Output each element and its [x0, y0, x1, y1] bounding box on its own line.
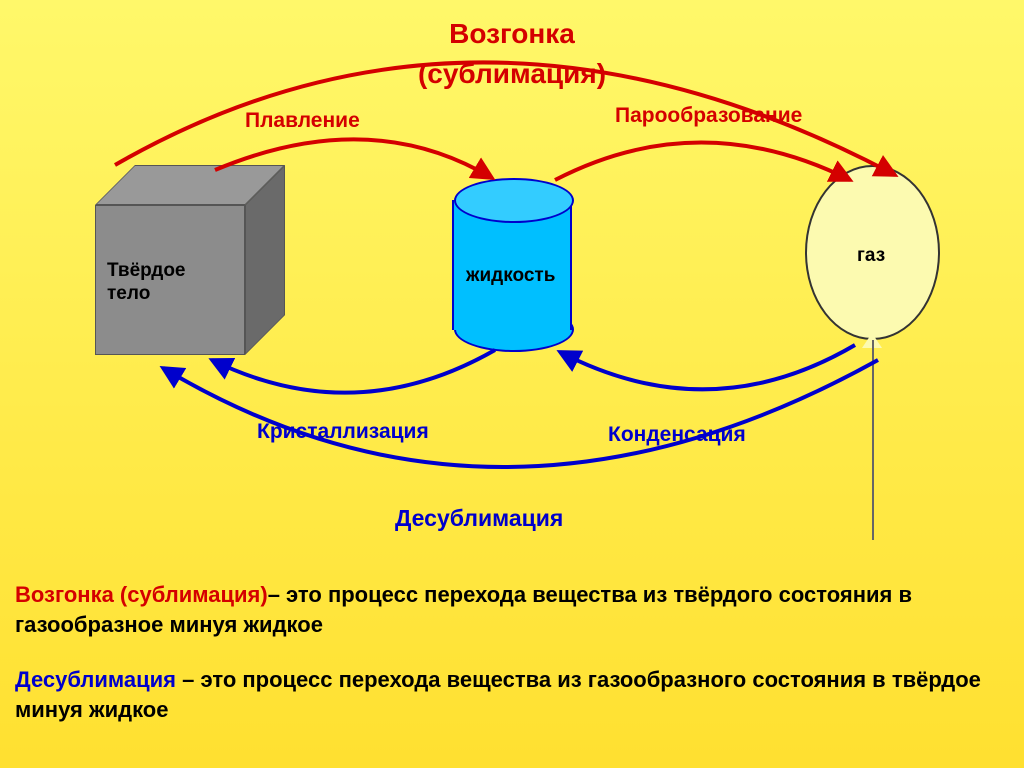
- definition-desublimation: Десублимация – это процесс перехода веще…: [15, 665, 1009, 724]
- label-desublimation: Десублимация: [395, 505, 563, 532]
- label-solid-1: Твёрдое: [107, 260, 186, 282]
- definition-sublimation: Возгонка (сублимация)– это процесс перех…: [15, 580, 1009, 639]
- label-solid-2: тело: [107, 283, 150, 305]
- arrow-desublimation: [163, 360, 878, 467]
- label-condensation: Конденсация: [608, 423, 746, 447]
- label-crystallization: Кристаллизация: [257, 420, 429, 444]
- cylinder-top: [454, 178, 574, 223]
- label-liquid: жидкость: [466, 265, 555, 287]
- label-gas: газ: [857, 245, 885, 267]
- label-vaporization: Парообразование: [615, 104, 802, 128]
- def1-term: Возгонка (сублимация): [15, 582, 268, 607]
- cylinder-bottom: [454, 307, 574, 352]
- label-melting: Плавление: [245, 109, 360, 133]
- title-sublimation: Возгонка: [0, 18, 1024, 50]
- def2-term: Десублимация: [15, 667, 176, 692]
- title-sublimation-sub: (сублимация): [0, 58, 1024, 90]
- balloon-string: [872, 340, 874, 540]
- arrow-condensation: [560, 345, 855, 389]
- arrow-crystallization: [212, 350, 495, 393]
- arrows-svg: [0, 0, 1024, 768]
